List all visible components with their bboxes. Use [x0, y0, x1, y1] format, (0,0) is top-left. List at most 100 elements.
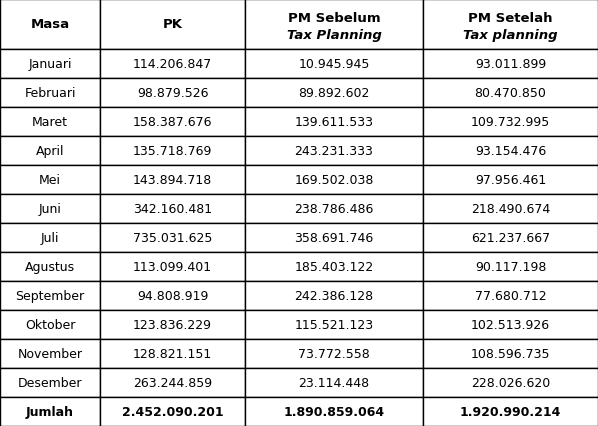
Bar	[100, 339, 245, 368]
Text: 113.099.401: 113.099.401	[133, 260, 212, 273]
Bar	[0, 253, 100, 281]
Bar	[100, 166, 245, 195]
Text: 169.502.038: 169.502.038	[294, 173, 374, 187]
Text: 143.894.718: 143.894.718	[133, 173, 212, 187]
Text: 243.231.333: 243.231.333	[295, 145, 373, 158]
Bar	[100, 0, 245, 50]
Bar	[0, 50, 100, 79]
Bar	[245, 50, 423, 79]
Text: PM Setelah: PM Setelah	[468, 12, 553, 26]
Bar	[245, 281, 423, 310]
Text: 90.117.198: 90.117.198	[475, 260, 546, 273]
Bar	[0, 166, 100, 195]
Bar	[100, 397, 245, 426]
Text: 93.011.899: 93.011.899	[475, 58, 546, 71]
Text: 94.808.919: 94.808.919	[137, 289, 208, 302]
Text: Oktober: Oktober	[25, 318, 75, 331]
Text: 109.732.995: 109.732.995	[471, 116, 550, 129]
Text: Juni: Juni	[38, 202, 62, 216]
Bar	[423, 253, 598, 281]
Bar	[245, 397, 423, 426]
Bar	[423, 137, 598, 166]
Bar	[0, 368, 100, 397]
Text: 158.387.676: 158.387.676	[133, 116, 212, 129]
Bar	[0, 281, 100, 310]
Text: Agustus: Agustus	[25, 260, 75, 273]
Bar	[100, 137, 245, 166]
Text: 621.237.667: 621.237.667	[471, 231, 550, 245]
Text: 114.206.847: 114.206.847	[133, 58, 212, 71]
Text: Maret: Maret	[32, 116, 68, 129]
Text: 242.386.128: 242.386.128	[294, 289, 374, 302]
Bar	[423, 368, 598, 397]
Bar	[423, 310, 598, 339]
Text: Juli: Juli	[41, 231, 59, 245]
Bar	[100, 50, 245, 79]
Bar	[423, 79, 598, 108]
Text: Tax planning: Tax planning	[463, 29, 558, 43]
Text: Tax Planning: Tax Planning	[286, 29, 382, 43]
Text: November: November	[17, 347, 83, 360]
Text: 89.892.602: 89.892.602	[298, 87, 370, 100]
Text: 23.114.448: 23.114.448	[298, 376, 370, 389]
Text: Masa: Masa	[30, 18, 69, 32]
Text: 123.836.229: 123.836.229	[133, 318, 212, 331]
Text: Desember: Desember	[18, 376, 83, 389]
Bar	[423, 339, 598, 368]
Text: 218.490.674: 218.490.674	[471, 202, 550, 216]
Text: PM Sebelum: PM Sebelum	[288, 12, 380, 26]
Bar	[0, 195, 100, 224]
Bar	[245, 339, 423, 368]
Bar	[100, 224, 245, 253]
Bar	[245, 108, 423, 137]
Text: 1.890.859.064: 1.890.859.064	[283, 405, 385, 418]
Bar	[0, 79, 100, 108]
Text: 342.160.481: 342.160.481	[133, 202, 212, 216]
Bar	[245, 253, 423, 281]
Bar	[100, 79, 245, 108]
Text: 102.513.926: 102.513.926	[471, 318, 550, 331]
Bar	[0, 108, 100, 137]
Text: 1.920.990.214: 1.920.990.214	[460, 405, 561, 418]
Text: 80.470.850: 80.470.850	[475, 87, 547, 100]
Bar	[100, 195, 245, 224]
Bar	[423, 0, 598, 50]
Bar	[423, 166, 598, 195]
Bar	[423, 195, 598, 224]
Bar	[245, 166, 423, 195]
Text: 358.691.746: 358.691.746	[294, 231, 374, 245]
Bar	[100, 108, 245, 137]
Text: 228.026.620: 228.026.620	[471, 376, 550, 389]
Bar	[423, 281, 598, 310]
Bar	[100, 368, 245, 397]
Text: 735.031.625: 735.031.625	[133, 231, 212, 245]
Bar	[423, 50, 598, 79]
Text: 263.244.859: 263.244.859	[133, 376, 212, 389]
Bar	[245, 137, 423, 166]
Text: Mei: Mei	[39, 173, 61, 187]
Text: April: April	[36, 145, 64, 158]
Bar	[245, 79, 423, 108]
Text: Februari: Februari	[25, 87, 76, 100]
Bar	[245, 310, 423, 339]
Bar	[0, 0, 100, 50]
Text: 185.403.122: 185.403.122	[294, 260, 374, 273]
Bar	[0, 224, 100, 253]
Bar	[245, 0, 423, 50]
Bar	[0, 137, 100, 166]
Bar	[100, 310, 245, 339]
Text: September: September	[16, 289, 84, 302]
Text: 108.596.735: 108.596.735	[471, 347, 550, 360]
Bar	[245, 224, 423, 253]
Bar	[423, 108, 598, 137]
Text: 77.680.712: 77.680.712	[475, 289, 547, 302]
Bar	[423, 397, 598, 426]
Bar	[0, 339, 100, 368]
Text: PK: PK	[163, 18, 182, 32]
Text: 73.772.558: 73.772.558	[298, 347, 370, 360]
Bar	[0, 310, 100, 339]
Text: 128.821.151: 128.821.151	[133, 347, 212, 360]
Bar	[245, 368, 423, 397]
Text: 115.521.123: 115.521.123	[294, 318, 374, 331]
Text: 238.786.486: 238.786.486	[294, 202, 374, 216]
